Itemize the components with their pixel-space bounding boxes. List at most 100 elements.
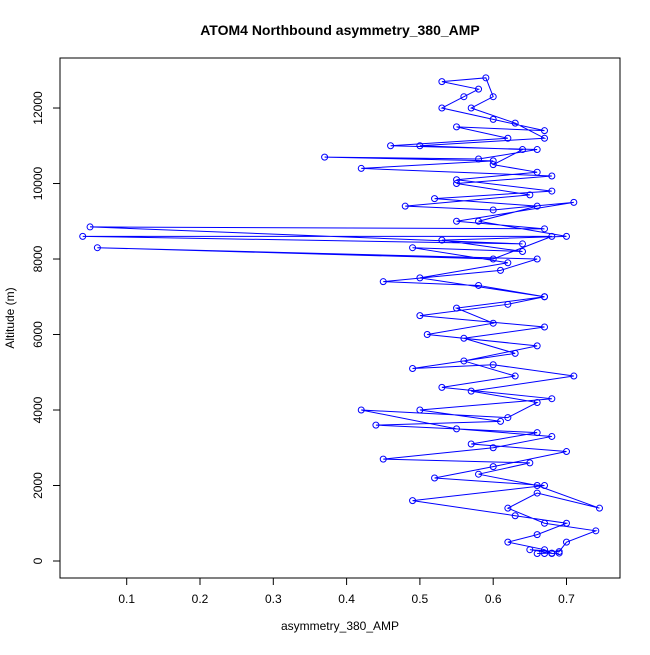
data-point xyxy=(416,274,424,282)
data-point xyxy=(379,455,387,463)
data-point xyxy=(555,549,563,557)
data-point xyxy=(541,127,549,135)
data-point xyxy=(511,372,519,380)
data-point xyxy=(93,244,101,252)
y-tick-label: 8000 xyxy=(31,245,45,272)
y-tick-label: 2000 xyxy=(31,472,45,499)
data-point xyxy=(533,489,541,497)
data-point xyxy=(504,300,512,308)
y-axis-label: Altitude (m) xyxy=(3,287,17,348)
data-point xyxy=(372,421,380,429)
data-point xyxy=(453,180,461,188)
data-point xyxy=(511,119,519,127)
data-point xyxy=(541,323,549,331)
data-point xyxy=(467,104,475,112)
data-point xyxy=(86,223,94,231)
x-tick-label: 0.4 xyxy=(338,592,355,606)
data-point xyxy=(387,142,395,150)
data-point xyxy=(357,406,365,414)
y-tick-label: 6000 xyxy=(31,321,45,348)
data-point xyxy=(409,497,417,505)
data-point xyxy=(533,168,541,176)
data-point xyxy=(467,387,475,395)
data-point xyxy=(460,334,468,342)
data-point xyxy=(438,236,446,244)
data-point xyxy=(489,463,497,471)
data-point xyxy=(497,266,505,274)
data-point xyxy=(467,440,475,448)
data-point xyxy=(533,146,541,154)
data-point xyxy=(533,482,541,490)
data-point xyxy=(595,504,603,512)
data-point xyxy=(533,549,541,557)
x-tick-label: 0.2 xyxy=(192,592,209,606)
x-tick-label: 0.6 xyxy=(485,592,502,606)
data-point xyxy=(526,546,534,554)
data-point xyxy=(453,304,461,312)
x-tick-label: 0.5 xyxy=(412,592,429,606)
data-point xyxy=(504,504,512,512)
data-point xyxy=(519,247,527,255)
data-point xyxy=(519,240,527,248)
data-point xyxy=(511,349,519,357)
data-point xyxy=(548,187,556,195)
x-tick-label: 0.1 xyxy=(118,592,135,606)
data-point xyxy=(453,217,461,225)
y-tick-label: 10000 xyxy=(31,167,45,201)
data-point xyxy=(570,198,578,206)
data-point xyxy=(533,398,541,406)
data-point xyxy=(533,429,541,437)
data-point xyxy=(562,519,570,527)
x-axis-label: asymmetry_380_AMP xyxy=(281,619,399,633)
data-point xyxy=(504,259,512,267)
data-point xyxy=(401,202,409,210)
x-tick-label: 0.3 xyxy=(265,592,282,606)
data-point xyxy=(541,225,549,233)
data-point xyxy=(533,202,541,210)
data-point xyxy=(504,538,512,546)
data-point xyxy=(438,383,446,391)
data-point xyxy=(548,172,556,180)
data-point xyxy=(379,278,387,286)
data-point xyxy=(504,134,512,142)
data-point xyxy=(460,93,468,101)
data-point xyxy=(438,104,446,112)
data-point xyxy=(562,448,570,456)
data-point xyxy=(526,191,534,199)
data-point xyxy=(453,425,461,433)
data-point xyxy=(533,342,541,350)
data-point xyxy=(416,142,424,150)
data-point xyxy=(79,232,87,240)
data-point xyxy=(489,161,497,169)
data-point xyxy=(489,93,497,101)
data-point xyxy=(541,134,549,142)
data-point xyxy=(482,74,490,82)
data-point xyxy=(489,444,497,452)
data-point xyxy=(489,157,497,165)
data-point xyxy=(453,123,461,131)
data-point xyxy=(526,459,534,467)
data-point xyxy=(438,78,446,86)
data-point xyxy=(541,546,549,554)
y-tick-label: 0 xyxy=(31,557,45,564)
data-point xyxy=(475,470,483,478)
chart-title: ATOM4 Northbound asymmetry_380_AMP xyxy=(200,22,480,38)
data-point xyxy=(475,155,483,163)
data-line xyxy=(82,77,600,554)
data-point xyxy=(409,244,417,252)
data-point xyxy=(475,217,483,225)
data-point xyxy=(541,482,549,490)
data-point xyxy=(511,512,519,520)
data-point xyxy=(321,153,329,161)
data-point xyxy=(497,417,505,425)
data-point xyxy=(541,519,549,527)
data-point xyxy=(562,232,570,240)
data-point xyxy=(548,232,556,240)
data-point xyxy=(541,549,549,557)
data-point xyxy=(431,195,439,203)
data-point xyxy=(592,527,600,535)
y-tick-label: 4000 xyxy=(31,396,45,423)
